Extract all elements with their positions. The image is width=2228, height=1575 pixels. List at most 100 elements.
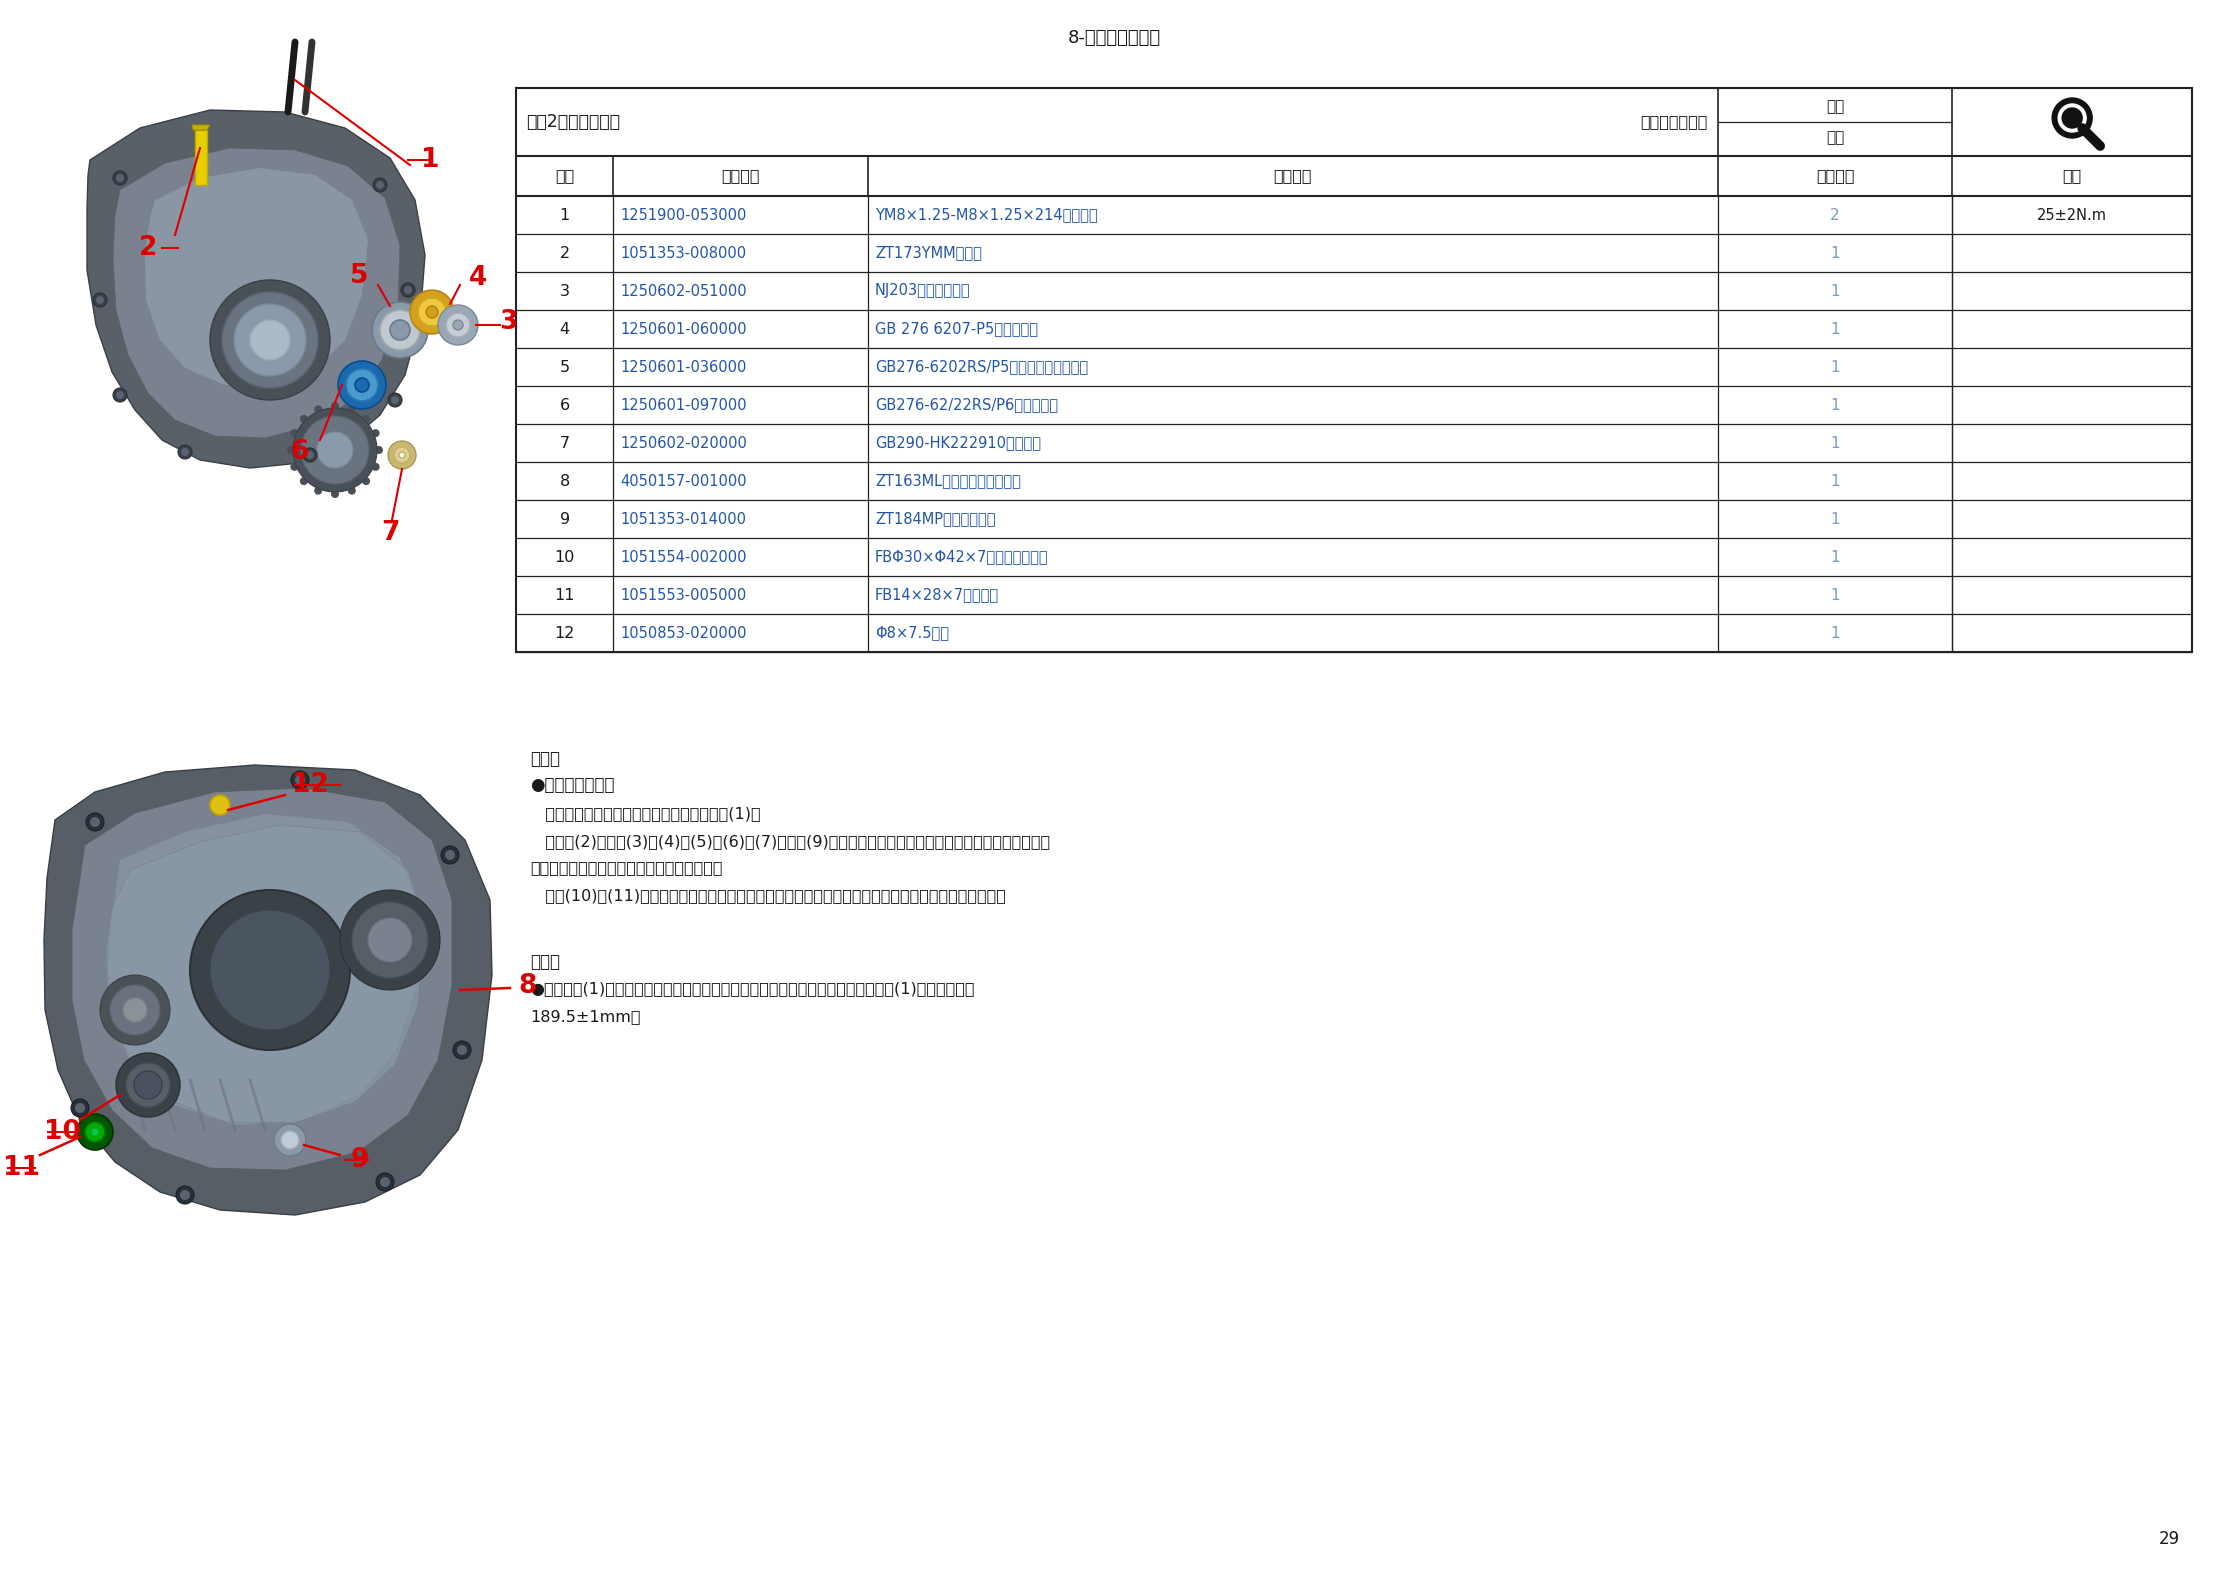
Circle shape (345, 369, 379, 402)
Polygon shape (87, 110, 426, 468)
Circle shape (452, 1041, 470, 1058)
Circle shape (348, 405, 356, 413)
Text: 1: 1 (1829, 550, 1840, 564)
Text: 调整: 调整 (1827, 131, 1845, 145)
Circle shape (372, 428, 379, 438)
Circle shape (381, 1177, 390, 1188)
Polygon shape (107, 814, 421, 1125)
Circle shape (114, 172, 127, 184)
Text: GB290-HK222910滚针轴承: GB290-HK222910滚针轴承 (876, 436, 1040, 450)
Text: 7: 7 (381, 520, 399, 547)
Circle shape (294, 775, 305, 784)
Circle shape (426, 306, 439, 318)
Text: 1250602-051000: 1250602-051000 (619, 284, 746, 299)
Text: 3: 3 (559, 284, 570, 299)
Circle shape (446, 313, 470, 337)
Circle shape (114, 387, 127, 402)
Circle shape (134, 1071, 163, 1099)
Text: 9: 9 (350, 1147, 370, 1173)
Text: FB14×28×7氟胶油封: FB14×28×7氟胶油封 (876, 587, 998, 603)
Text: 12: 12 (555, 625, 575, 641)
Circle shape (399, 452, 405, 458)
Text: 步骤：: 步骤： (530, 750, 559, 769)
Text: 6: 6 (292, 439, 310, 465)
Circle shape (457, 1044, 468, 1055)
Bar (196, 131, 207, 184)
Text: 11: 11 (4, 1154, 40, 1181)
Text: 189.5±1mm。: 189.5±1mm。 (530, 1010, 639, 1024)
Text: 25±2N.m: 25±2N.m (2036, 208, 2108, 222)
Circle shape (316, 432, 352, 468)
Text: 1: 1 (1829, 436, 1840, 450)
Text: 左曲轴箱体散件: 左曲轴箱体散件 (1640, 115, 1707, 129)
Circle shape (2063, 109, 2083, 128)
Text: 通气管(2)、轴承(3)、(4)、(5)、(6)、(7)、衬套(9)一般情况不会损坏，如需更换请到专业机构或有资质: 通气管(2)、轴承(3)、(4)、(5)、(6)、(7)、衬套(9)一般情况不会… (530, 835, 1049, 849)
Circle shape (116, 391, 125, 398)
Text: 29: 29 (2159, 1529, 2179, 1548)
Circle shape (377, 181, 383, 189)
Circle shape (452, 320, 463, 331)
Circle shape (332, 490, 339, 498)
Text: 4: 4 (468, 265, 488, 291)
Text: 1: 1 (1829, 397, 1840, 413)
Text: 9: 9 (559, 512, 570, 526)
Text: 装配数量: 装配数量 (1816, 169, 1854, 184)
Text: 2: 2 (138, 235, 158, 261)
Circle shape (94, 293, 107, 307)
Circle shape (89, 817, 100, 827)
Text: 图片2曲轴箱体散件: 图片2曲轴箱体散件 (526, 113, 619, 131)
Text: 1: 1 (1829, 321, 1840, 337)
Text: 1: 1 (1829, 246, 1840, 260)
Circle shape (403, 287, 412, 295)
Text: 10: 10 (45, 1118, 80, 1145)
Circle shape (223, 291, 319, 387)
Text: 3: 3 (499, 309, 517, 335)
Text: 2: 2 (1829, 208, 1840, 222)
Text: 1: 1 (1829, 474, 1840, 488)
Circle shape (96, 296, 105, 304)
Circle shape (372, 178, 388, 192)
Circle shape (287, 446, 294, 454)
Text: 1: 1 (1829, 587, 1840, 603)
Circle shape (209, 795, 229, 814)
Circle shape (85, 1121, 105, 1142)
Circle shape (76, 1102, 85, 1114)
Text: 12: 12 (292, 772, 328, 799)
Text: 油封(10)、(11)如有渗油、漏油情况才需更换，如需更换请到专业机构或有资质的维修机构进行更换。: 油封(10)、(11)如有渗油、漏油情况才需更换，如需更换请到专业机构或有资质的… (530, 888, 1005, 902)
Text: 4: 4 (559, 321, 570, 337)
Circle shape (87, 813, 105, 832)
Circle shape (439, 306, 479, 345)
Circle shape (446, 850, 455, 860)
Text: 序号: 序号 (555, 169, 575, 184)
Text: 检查: 检查 (1827, 99, 1845, 113)
Text: ●双头螺柱(1)安装时需在带凸台处螺纹涂抹适量螺纹紧固胶。安装完成后双头螺柱(1)伸出高度应为: ●双头螺柱(1)安装时需在带凸台处螺纹涂抹适量螺纹紧固胶。安装完成后双头螺柱(1… (530, 981, 974, 995)
Text: ZT184MP后吊装孔衬套: ZT184MP后吊装孔衬套 (876, 512, 996, 526)
Circle shape (78, 1114, 114, 1150)
Circle shape (301, 416, 370, 484)
Polygon shape (71, 788, 452, 1170)
Bar (517, 88, 2192, 652)
Circle shape (2052, 98, 2092, 139)
Polygon shape (192, 124, 209, 131)
Circle shape (339, 361, 385, 410)
Text: 备注: 备注 (2063, 169, 2081, 184)
Text: 10: 10 (555, 550, 575, 564)
Circle shape (100, 975, 169, 1044)
Text: 1: 1 (421, 146, 439, 173)
Circle shape (381, 310, 421, 350)
Text: 零件编号: 零件编号 (722, 169, 760, 184)
Circle shape (363, 414, 370, 422)
Circle shape (377, 1173, 394, 1191)
Circle shape (116, 173, 125, 183)
Polygon shape (45, 765, 492, 1214)
Circle shape (354, 378, 370, 392)
Text: 1: 1 (559, 208, 570, 222)
Circle shape (301, 477, 307, 485)
Text: 11: 11 (555, 587, 575, 603)
Circle shape (401, 284, 414, 298)
Polygon shape (114, 148, 401, 438)
Circle shape (234, 304, 305, 376)
Circle shape (274, 1125, 305, 1156)
Circle shape (123, 999, 147, 1022)
Circle shape (348, 487, 356, 495)
